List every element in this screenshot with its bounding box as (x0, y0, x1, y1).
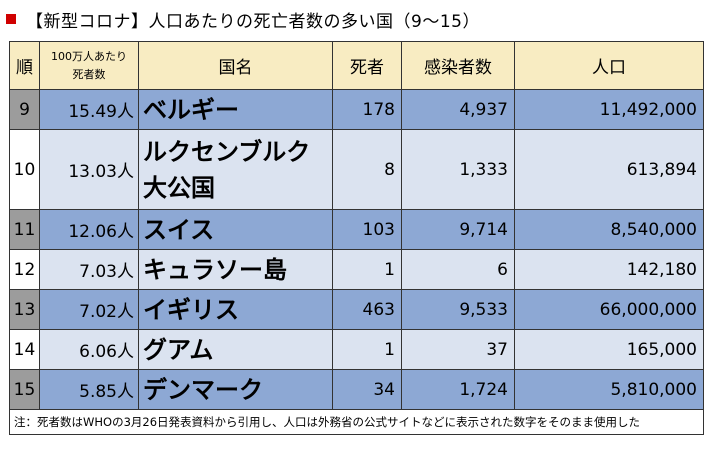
page-title: 【新型コロナ】人口あたりの死亡者数の多い国（9～15） (6, 6, 480, 32)
header-country: 国名 (138, 41, 333, 90)
population-cell: 165,000 (514, 329, 704, 370)
cases-cell: 1,724 (401, 369, 515, 410)
population-cell: 66,000,000 (514, 289, 704, 330)
rank-cell: 13 (9, 289, 40, 330)
country-cell: デンマーク (138, 369, 333, 410)
footnote: 注：死者数はWHOの3月26日発表資料から引用し、人口は外務省の公式サイトなどに… (9, 409, 704, 435)
country-cell: ルクセンブルク 大公国 (138, 129, 333, 210)
rate-cell: 13.03人 (39, 129, 139, 210)
header-rank: 順 (9, 41, 40, 90)
table-row: 12 7.03人 キュラソー島 1 6 142,180 (9, 249, 704, 290)
deaths-cell: 1 (332, 249, 402, 290)
population-cell: 8,540,000 (514, 209, 704, 250)
cases-cell: 6 (401, 249, 515, 290)
country-cell: スイス (138, 209, 333, 250)
country-cell: ベルギー (138, 89, 333, 130)
rank-cell: 10 (9, 129, 40, 210)
cases-cell: 1,333 (401, 129, 515, 210)
note-row: 注：死者数はWHOの3月26日発表資料から引用し、人口は外務省の公式サイトなどに… (9, 409, 704, 435)
header-rate-line2: 死者数 (72, 67, 106, 81)
population-cell: 5,810,000 (514, 369, 704, 410)
table-row: 10 13.03人 ルクセンブルク 大公国 8 1,333 613,894 (9, 129, 704, 210)
death-rate-table: 順 100万人あたり 死者数 国名 死者 感染者数 人口 9 15.49人 ベル… (9, 41, 704, 435)
rank-cell: 9 (9, 89, 40, 130)
country-cell: イギリス (138, 289, 333, 330)
rate-cell: 5.85人 (39, 369, 139, 410)
deaths-cell: 8 (332, 129, 402, 210)
table-row: 11 12.06人 スイス 103 9,714 8,540,000 (9, 209, 704, 250)
cases-cell: 37 (401, 329, 515, 370)
deaths-cell: 1 (332, 329, 402, 370)
table-row: 15 5.85人 デンマーク 34 1,724 5,810,000 (9, 369, 704, 410)
country-cell: キュラソー島 (138, 249, 333, 290)
rate-cell: 12.06人 (39, 209, 139, 250)
rate-cell: 7.03人 (39, 249, 139, 290)
deaths-cell: 34 (332, 369, 402, 410)
cases-cell: 9,714 (401, 209, 515, 250)
table-row: 9 15.49人 ベルギー 178 4,937 11,492,000 (9, 89, 704, 130)
title-text: 【新型コロナ】人口あたりの死亡者数の多い国（9～15） (26, 11, 480, 32)
country-name-line2: 大公国 (143, 173, 215, 202)
title-marker-icon (6, 14, 16, 24)
deaths-cell: 103 (332, 209, 402, 250)
header-cases: 感染者数 (401, 41, 515, 90)
rate-cell: 15.49人 (39, 89, 139, 130)
deaths-cell: 178 (332, 89, 402, 130)
country-name-line1: ルクセンブルク (143, 137, 311, 166)
table-row: 13 7.02人 イギリス 463 9,533 66,000,000 (9, 289, 704, 330)
rank-cell: 11 (9, 209, 40, 250)
rank-cell: 15 (9, 369, 40, 410)
rank-cell: 12 (9, 249, 40, 290)
table-row: 14 6.06人 グアム 1 37 165,000 (9, 329, 704, 370)
rate-cell: 7.02人 (39, 289, 139, 330)
population-cell: 11,492,000 (514, 89, 704, 130)
deaths-cell: 463 (332, 289, 402, 330)
header-rate: 100万人あたり 死者数 (39, 41, 139, 90)
table-header-row: 順 100万人あたり 死者数 国名 死者 感染者数 人口 (9, 41, 704, 90)
rate-cell: 6.06人 (39, 329, 139, 370)
cases-cell: 4,937 (401, 89, 515, 130)
header-rate-line1: 100万人あたり (51, 49, 127, 63)
country-cell: グアム (138, 329, 333, 370)
population-cell: 613,894 (514, 129, 704, 210)
population-cell: 142,180 (514, 249, 704, 290)
rank-cell: 14 (9, 329, 40, 370)
cases-cell: 9,533 (401, 289, 515, 330)
header-population: 人口 (514, 41, 704, 90)
header-deaths: 死者 (332, 41, 402, 90)
